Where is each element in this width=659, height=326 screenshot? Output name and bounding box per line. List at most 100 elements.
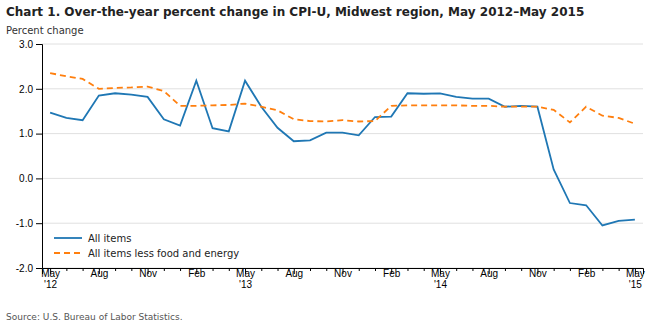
x-tick-label: Feb [578, 268, 596, 279]
x-tick-label: Aug [90, 268, 108, 279]
series-lines [50, 73, 635, 225]
x-tick-mark [180, 268, 181, 271]
y-tick: -2.0 [16, 263, 42, 274]
x-tick-label: Nov [334, 268, 352, 279]
title: Chart 1. Over-the-year percent change in… [6, 5, 584, 19]
x-tick [310, 268, 311, 271]
x-tick: Feb [188, 268, 206, 279]
x-tick [326, 268, 327, 271]
x-tick: Feb [383, 268, 401, 279]
x-tick [164, 268, 165, 271]
x-tick [407, 268, 408, 271]
x-tick-label: May'13 [236, 268, 255, 290]
x-tick-mark [619, 268, 620, 271]
chart: Chart 1. Over-the-year percent change in… [0, 0, 659, 326]
x-tick [521, 268, 522, 271]
x-tick-mark [83, 268, 84, 271]
legend-swatch [54, 237, 82, 239]
x-tick [424, 268, 425, 271]
x-tick [554, 268, 555, 271]
source: Source: U.S. Bureau of Labor Statistics. [6, 312, 183, 322]
y-tick-label: -1.0 [16, 218, 34, 229]
x-tick-label-line: '15 [629, 279, 642, 290]
x-tick-mark [115, 268, 116, 271]
x-tick-label: Aug [285, 268, 303, 279]
x-tick-label-line: Feb [578, 268, 596, 279]
x-tick-mark [505, 268, 506, 271]
x-tick-mark [407, 268, 408, 271]
y-tick: 3.0 [19, 39, 42, 50]
x-tick: Feb [578, 268, 596, 279]
x-tick-label-line: '13 [239, 279, 252, 290]
y-tick: 1.0 [19, 128, 42, 139]
grid-line [42, 44, 643, 45]
y-tick-mark [36, 44, 42, 45]
y-tick: 2.0 [19, 84, 42, 95]
x-tick-label-line: May [41, 268, 60, 279]
x-tick: May'13 [236, 268, 255, 290]
x-tick-label-line: May [626, 268, 645, 279]
x-tick [66, 268, 67, 271]
grid-line [42, 178, 643, 179]
x-tick [359, 268, 360, 271]
x-tick-mark [310, 268, 311, 271]
x-tick-label-line: Aug [90, 268, 108, 279]
x-tick: Nov [529, 268, 547, 279]
x-tick-mark [326, 268, 327, 271]
x-tick [456, 268, 457, 271]
y-tick-mark [36, 178, 42, 179]
legend-label: All items less food and energy [88, 248, 239, 259]
x-tick [505, 268, 506, 271]
y-axis-label: Percent change [6, 25, 84, 36]
x-tick-label-line: May [431, 268, 450, 279]
x-tick-label-line: '14 [434, 279, 447, 290]
x-tick-mark [521, 268, 522, 271]
x-tick: May'14 [431, 268, 450, 290]
x-tick-mark [359, 268, 360, 271]
x-tick [619, 268, 620, 271]
x-tick-label-line: Aug [480, 268, 498, 279]
x-tick-mark [278, 268, 279, 271]
y-tick: 0.0 [19, 173, 42, 184]
x-tick: Aug [90, 268, 108, 279]
y-tick-label: 2.0 [19, 84, 33, 95]
y-tick-label: 3.0 [19, 39, 33, 50]
x-tick-label-line: Nov [139, 268, 157, 279]
plot: -2.0-1.00.01.02.03.0May'12AugNovFebMay'1… [16, 39, 645, 290]
series-line [50, 81, 635, 226]
x-tick-label: Nov [529, 268, 547, 279]
x-tick: May'12 [41, 268, 60, 290]
legend: All items All items less food and energy [54, 233, 239, 259]
x-tick-label: Nov [139, 268, 157, 279]
x-tick-mark [229, 268, 230, 271]
x-tick [261, 268, 262, 271]
y-tick-mark [36, 223, 42, 224]
x-tick [278, 268, 279, 271]
x-tick [602, 268, 603, 271]
x-tick [229, 268, 230, 271]
x-tick-label-line: Nov [529, 268, 547, 279]
x-tick-label-line: Feb [188, 268, 206, 279]
x-tick-mark [164, 268, 165, 271]
x-axis: May'12AugNovFebMay'13AugNovFebMay'14AugN… [41, 268, 645, 290]
legend-label: All items [88, 233, 131, 244]
x-tick [115, 268, 116, 271]
grid-line [42, 88, 643, 89]
x-tick-mark [131, 268, 132, 271]
x-tick: Nov [334, 268, 352, 279]
legend-swatch [54, 252, 82, 254]
x-tick [472, 268, 473, 271]
legend-item: All items [54, 233, 131, 244]
legend-item: All items less food and energy [54, 248, 239, 259]
x-tick [570, 268, 571, 271]
x-tick-mark [375, 268, 376, 271]
y-axis-line [36, 45, 43, 269]
y-axis: -2.0 -1.0 0.0 1.0 2.0 3.0 [16, 39, 43, 274]
x-tick: Nov [139, 268, 157, 279]
x-tick-label-line: Aug [285, 268, 303, 279]
x-tick-mark [554, 268, 555, 271]
x-tick-label-line: Feb [383, 268, 401, 279]
x-tick-label: May'12 [41, 268, 60, 290]
x-tick [375, 268, 376, 271]
grid-line [42, 223, 643, 224]
